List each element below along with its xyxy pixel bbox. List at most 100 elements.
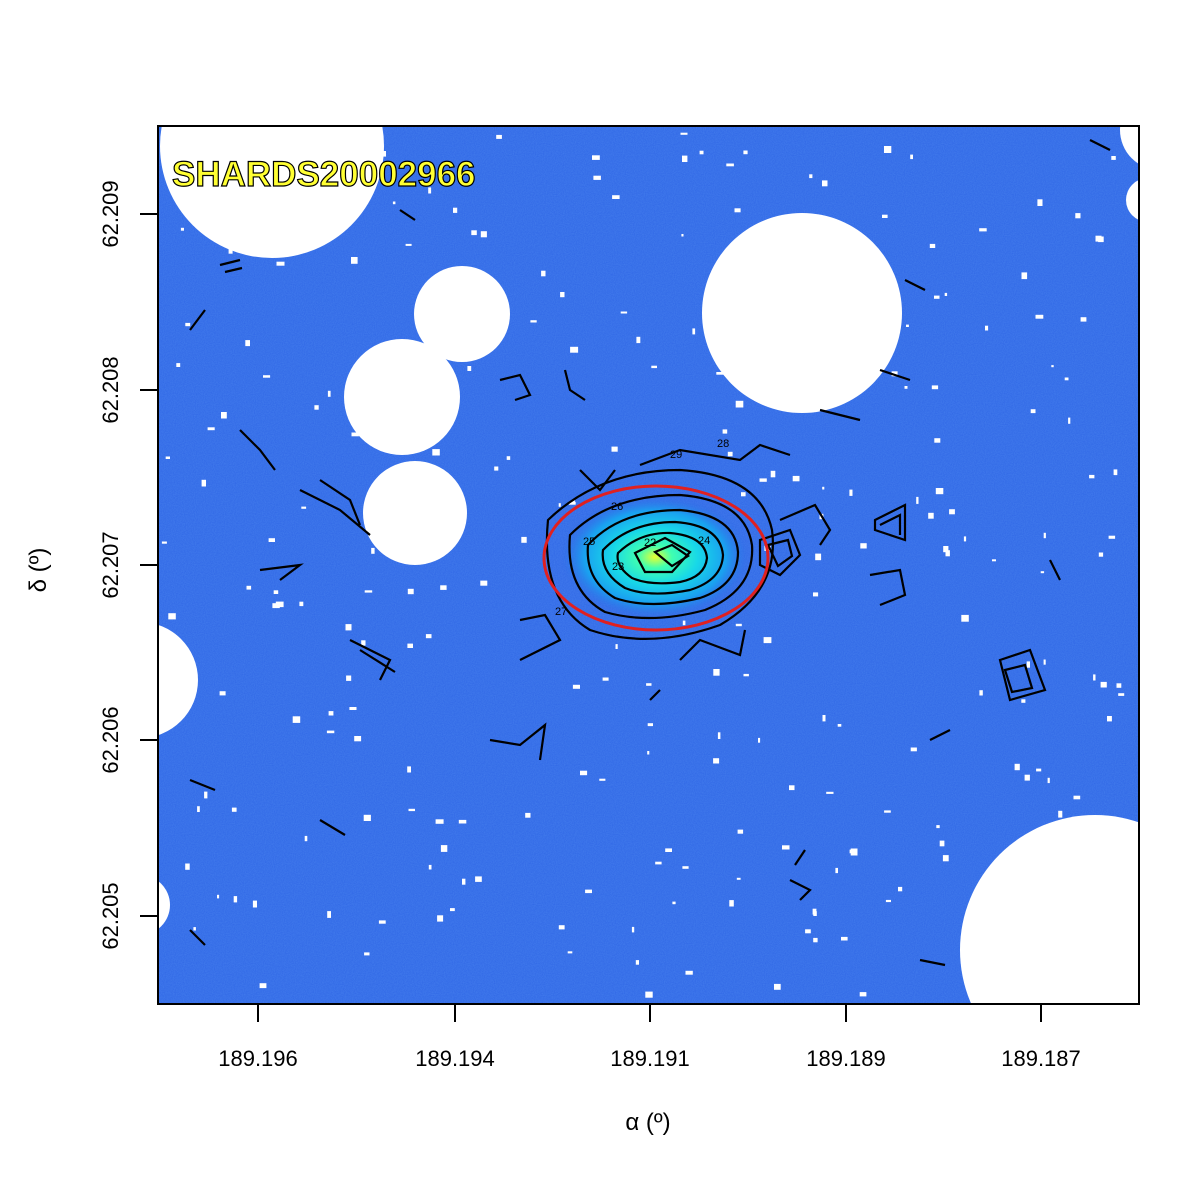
mask-speck — [364, 590, 373, 593]
mask-speck — [572, 500, 575, 503]
contour-line — [1003, 663, 1034, 694]
mask-speck — [1035, 314, 1044, 319]
contour-line — [616, 531, 709, 585]
x-axis-label: α (º) — [625, 1109, 670, 1136]
contours — [189, 139, 1111, 967]
mask-speck — [934, 295, 940, 299]
mask-speck — [480, 580, 488, 586]
mask-speck — [496, 134, 502, 139]
mask-speck — [570, 346, 579, 353]
mask-speck — [884, 146, 892, 153]
mask-speck — [363, 814, 371, 821]
mask-speck — [884, 810, 891, 813]
mask-speck — [842, 349, 847, 354]
mask-speck — [681, 234, 684, 237]
mask-speck — [782, 845, 790, 850]
mask-speck — [1112, 819, 1119, 826]
contour-line — [299, 489, 371, 536]
mask-speck — [1113, 469, 1118, 476]
mask-speck — [841, 936, 848, 941]
mask-speck — [651, 365, 657, 369]
mask-speck — [1058, 810, 1063, 818]
mask-speck — [437, 915, 444, 922]
mask-speck — [185, 322, 191, 327]
mask-speck — [245, 340, 250, 347]
mask-speck — [567, 951, 573, 954]
mask-speck — [378, 151, 386, 157]
mask-speck — [646, 683, 652, 686]
contour-line — [399, 209, 416, 221]
mask-speck — [165, 456, 170, 459]
mask-speck — [615, 644, 618, 649]
contour-line — [766, 538, 794, 568]
contour-line — [879, 368, 911, 382]
mask-speck — [906, 324, 909, 327]
mask-speck — [1071, 816, 1080, 821]
mask-speck — [729, 900, 734, 907]
mask-speck — [949, 509, 955, 515]
contour-line — [1049, 559, 1061, 581]
mask-speck — [743, 673, 749, 677]
mask-circle — [160, 126, 384, 258]
y-tick-label: 62.207 — [98, 531, 123, 598]
mask-speck — [351, 257, 358, 264]
contour-line — [929, 729, 951, 741]
mask-speck — [378, 920, 386, 924]
mask-speck — [963, 536, 967, 542]
mask-speck — [1024, 774, 1030, 781]
mask-speck — [928, 512, 934, 519]
x-tick-label: 189.189 — [806, 1046, 886, 1071]
image-panel: 22 23 24 25 26 27 28 29 SHARDS20002966 — [158, 126, 1139, 1004]
mask-speck — [1118, 693, 1125, 696]
mask-speck — [741, 492, 746, 497]
mask-circle — [344, 339, 460, 455]
mask-circle — [414, 266, 510, 362]
contour-line — [219, 258, 241, 267]
mask-speck — [635, 960, 639, 965]
contour-line — [259, 563, 304, 581]
mask-speck — [758, 737, 761, 743]
mask-speck — [1043, 532, 1046, 539]
mask-speck — [246, 585, 252, 590]
mask-speck — [1116, 683, 1122, 688]
mask-speck — [898, 886, 903, 892]
mask-speck — [424, 352, 433, 358]
mask-speck — [405, 243, 412, 246]
mask-speck — [361, 640, 366, 646]
mask-speck — [935, 488, 944, 495]
masked-regions — [158, 126, 1139, 1004]
contour-line — [819, 408, 861, 422]
mask-speck — [185, 863, 190, 870]
mask-speck — [453, 207, 458, 213]
mask-speck — [342, 164, 346, 171]
mask-speck — [462, 878, 466, 885]
mask-speck — [825, 241, 831, 245]
mask-speck — [345, 624, 352, 631]
mask-speck — [680, 132, 688, 135]
contour-line — [879, 513, 902, 535]
mask-speck — [1021, 272, 1028, 280]
mask-speck — [408, 808, 415, 812]
mask-speck — [377, 502, 381, 507]
mask-speck — [338, 193, 343, 198]
mask-speck — [201, 479, 206, 487]
y-tick-label: 62.208 — [98, 356, 123, 423]
mask-circle — [158, 624, 198, 736]
contour-line — [189, 778, 216, 792]
mask-speck — [592, 155, 600, 160]
mask-speck — [1093, 674, 1096, 681]
mask-speck — [620, 311, 628, 314]
mask-speck — [231, 807, 237, 812]
mask-speck — [1037, 199, 1043, 206]
mask-speck — [713, 758, 720, 764]
mask-speck — [379, 345, 385, 353]
mask-speck — [682, 155, 688, 162]
mask-speck — [346, 675, 352, 681]
mask-speck — [175, 166, 183, 173]
mask-speck — [525, 812, 531, 818]
mask-speck — [774, 983, 781, 990]
mask-speck — [314, 405, 319, 410]
mask-speck — [1026, 661, 1030, 668]
mask-speck — [572, 684, 580, 689]
